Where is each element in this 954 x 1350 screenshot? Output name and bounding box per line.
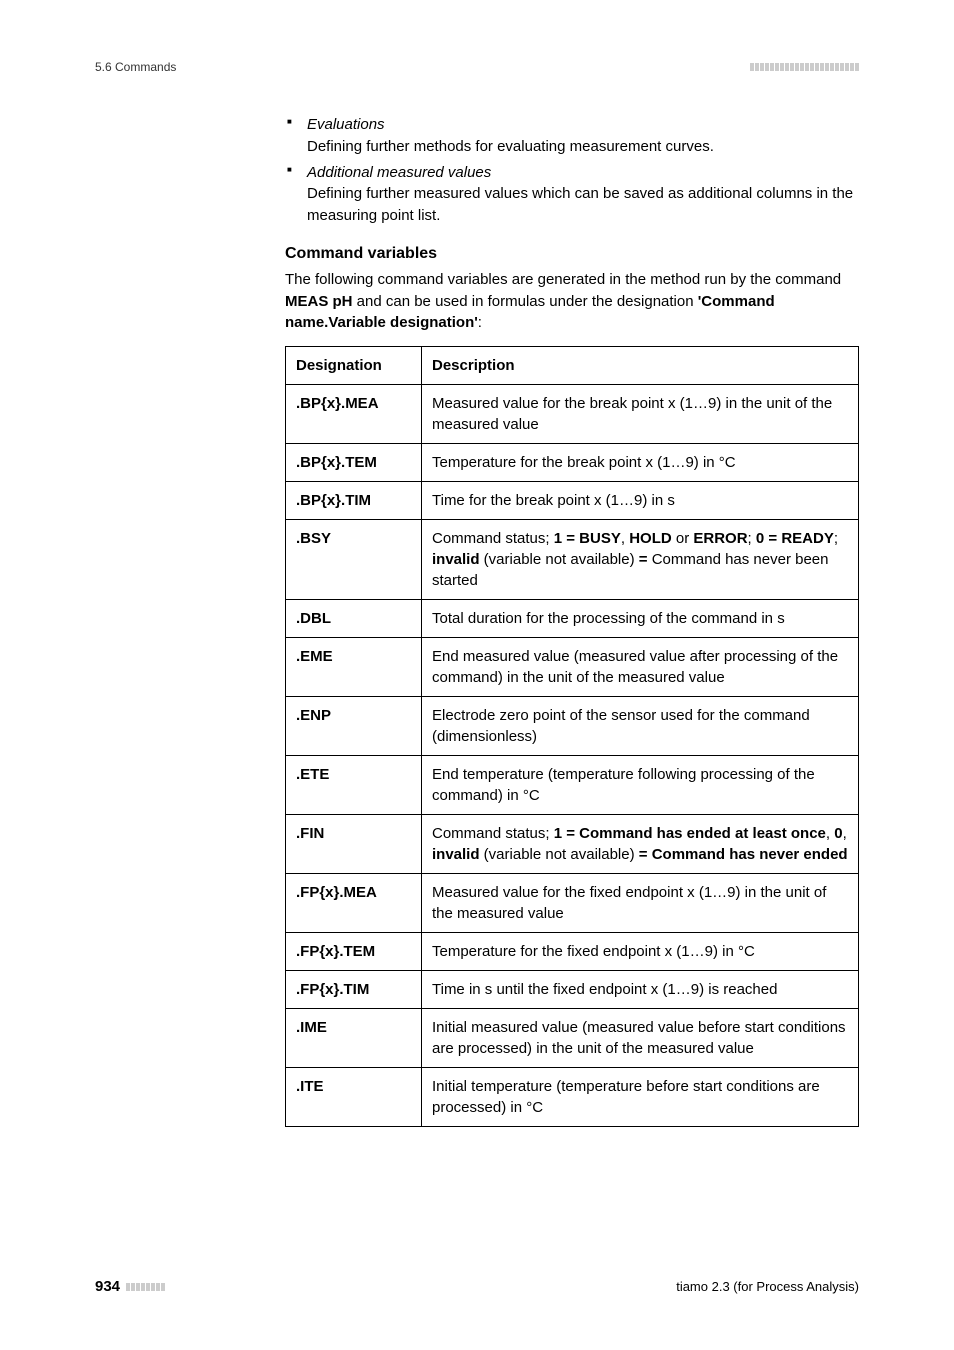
table-row: .BSYCommand status; 1 = BUSY, HOLD or ER…: [286, 520, 859, 600]
col-description: Description: [422, 347, 859, 385]
table-row: .ETEEnd temperature (temperature followi…: [286, 756, 859, 815]
cell-description: Command status; 1 = BUSY, HOLD or ERROR;…: [422, 520, 859, 600]
intro-text: and can be used in formulas under the de…: [353, 293, 698, 310]
col-designation: Designation: [286, 347, 422, 385]
cell-designation: .FP{x}.TEM: [286, 933, 422, 971]
list-item: Evaluations Defining further methods for…: [285, 114, 859, 158]
table-row: .ENPElectrode zero point of the sensor u…: [286, 697, 859, 756]
cell-designation: .ENP: [286, 697, 422, 756]
header-section: 5.6 Commands: [95, 60, 176, 74]
table-row: .FP{x}.TEMTemperature for the fixed endp…: [286, 933, 859, 971]
intro-text: The following command variables are gene…: [285, 271, 841, 288]
table-row: .BP{x}.TEMTemperature for the break poin…: [286, 444, 859, 482]
table-row: .EMEEnd measured value (measured value a…: [286, 638, 859, 697]
cell-description: Temperature for the break point x (1…9) …: [422, 444, 859, 482]
cell-designation: .ITE: [286, 1068, 422, 1127]
bullet-desc: Defining further methods for evaluating …: [307, 136, 859, 158]
cell-description: End measured value (measured value after…: [422, 638, 859, 697]
table-header-row: Designation Description: [286, 347, 859, 385]
main-content: Evaluations Defining further methods for…: [285, 114, 859, 1127]
cell-designation: .BP{x}.TEM: [286, 444, 422, 482]
footer-left: 934: [95, 1278, 165, 1295]
bullet-title: Additional measured values: [307, 164, 491, 181]
variables-table: Designation Description .BP{x}.MEAMeasur…: [285, 346, 859, 1127]
cell-designation: .FP{x}.MEA: [286, 874, 422, 933]
cell-description: Time for the break point x (1…9) in s: [422, 482, 859, 520]
table-row: .IMEInitial measured value (measured val…: [286, 1009, 859, 1068]
table-row: .ITEInitial temperature (temperature bef…: [286, 1068, 859, 1127]
bullet-list: Evaluations Defining further methods for…: [285, 114, 859, 227]
page-number: 934: [95, 1278, 120, 1295]
cell-designation: .BP{x}.TIM: [286, 482, 422, 520]
intro-text: :: [478, 314, 482, 331]
table-row: .BP{x}.MEAMeasured value for the break p…: [286, 385, 859, 444]
list-item: Additional measured values Defining furt…: [285, 162, 859, 227]
table-row: .FINCommand status; 1 = Command has ende…: [286, 815, 859, 874]
table-row: .FP{x}.TIMTime in s until the fixed endp…: [286, 971, 859, 1009]
cell-description: End temperature (temperature following p…: [422, 756, 859, 815]
cell-designation: .BSY: [286, 520, 422, 600]
cell-description: Temperature for the fixed endpoint x (1……: [422, 933, 859, 971]
page-header: 5.6 Commands: [95, 60, 859, 74]
cell-description: Measured value for the fixed endpoint x …: [422, 874, 859, 933]
cell-description: Initial temperature (temperature before …: [422, 1068, 859, 1127]
cell-description: Measured value for the break point x (1……: [422, 385, 859, 444]
table-row: .BP{x}.TIMTime for the break point x (1……: [286, 482, 859, 520]
footer-decoration: [126, 1283, 165, 1291]
cell-designation: .BP{x}.MEA: [286, 385, 422, 444]
bullet-title: Evaluations: [307, 116, 385, 133]
header-decoration: [750, 63, 859, 71]
cell-designation: .EME: [286, 638, 422, 697]
cell-description: Initial measured value (measured value b…: [422, 1009, 859, 1068]
cell-designation: .FP{x}.TIM: [286, 971, 422, 1009]
cell-designation: .FIN: [286, 815, 422, 874]
intro-paragraph: The following command variables are gene…: [285, 269, 859, 334]
footer-right: tiamo 2.3 (for Process Analysis): [676, 1279, 859, 1294]
cell-designation: .ETE: [286, 756, 422, 815]
cell-description: Time in s until the fixed endpoint x (1……: [422, 971, 859, 1009]
bullet-desc: Defining further measured values which c…: [307, 183, 859, 227]
cell-description: Total duration for the processing of the…: [422, 600, 859, 638]
table-body: .BP{x}.MEAMeasured value for the break p…: [286, 385, 859, 1127]
cell-description: Electrode zero point of the sensor used …: [422, 697, 859, 756]
cell-description: Command status; 1 = Command has ended at…: [422, 815, 859, 874]
cell-designation: .DBL: [286, 600, 422, 638]
intro-bold: MEAS pH: [285, 293, 353, 310]
section-heading: Command variables: [285, 245, 859, 263]
table-row: .DBLTotal duration for the processing of…: [286, 600, 859, 638]
page-footer: 934 tiamo 2.3 (for Process Analysis): [95, 1278, 859, 1295]
table-row: .FP{x}.MEAMeasured value for the fixed e…: [286, 874, 859, 933]
cell-designation: .IME: [286, 1009, 422, 1068]
